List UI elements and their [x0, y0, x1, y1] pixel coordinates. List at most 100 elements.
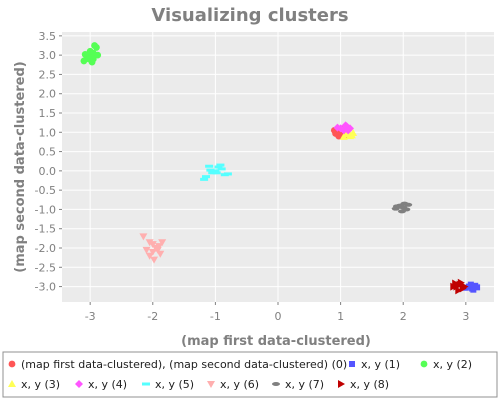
legend-item: x, y (1) [349, 358, 400, 371]
data-point [94, 51, 102, 59]
legend-label: (map first data-clustered), (map second … [21, 358, 347, 371]
legend-item: x, y (2) [420, 358, 472, 371]
data-point [156, 250, 165, 258]
axes: -3 -2 -1 0 1 2 3 3.5 3.0 2.5 2.0 1.5 1.0 0.5 0.0 -0.5 -1… [35, 30, 470, 323]
y-tick-label: 2.5 [39, 68, 57, 81]
y-tick-label: 3.5 [39, 30, 57, 43]
data-point [339, 132, 348, 140]
data-point [205, 164, 214, 168]
series-2 [80, 42, 102, 66]
series-6 [139, 233, 167, 264]
y-tick-label: 0.0 [39, 165, 57, 178]
data-point [155, 243, 164, 251]
data-point [211, 169, 220, 173]
legend-marker [142, 382, 150, 386]
data-point [450, 282, 458, 291]
legend-label: x, y (8) [350, 378, 389, 391]
data-point [470, 286, 477, 293]
legend-label: x, y (5) [155, 378, 194, 391]
legend-label: x, y (4) [88, 378, 127, 391]
x-axis-label: (map first data-clustered) [181, 334, 371, 349]
data-point [347, 131, 356, 139]
y-tick-label: 0.5 [39, 146, 57, 159]
data-point [81, 50, 89, 58]
legend-marker [338, 380, 345, 388]
data-point [150, 256, 159, 264]
x-tick-label: 2 [400, 310, 407, 323]
y-tick-label: 1.0 [39, 126, 57, 139]
data-point [158, 239, 167, 247]
legend-label: x, y (7) [285, 378, 324, 391]
data-point [474, 284, 481, 291]
legend-label: x, y (1) [361, 358, 400, 371]
data-point [467, 281, 474, 288]
legend-marker [272, 382, 280, 386]
data-point [202, 175, 210, 179]
y-tick-label: -1.0 [35, 203, 56, 216]
series-7 [391, 201, 413, 214]
x-tick-label: -3 [85, 310, 96, 323]
data-point [397, 209, 406, 214]
data-point [206, 168, 215, 172]
x-tick-label: 1 [337, 310, 344, 323]
legend-item: x, y (3) [8, 378, 60, 391]
data-point [142, 246, 151, 254]
data-point [333, 123, 342, 132]
data-point [455, 286, 463, 295]
x-tick-label: -1 [210, 310, 221, 323]
y-tick-label: -1.5 [35, 223, 56, 236]
legend-item: (map first data-clustered), (map second … [8, 358, 347, 371]
legend-marker [420, 360, 428, 368]
legend-item: x, y (8) [338, 378, 389, 391]
data-point [153, 246, 162, 254]
legend-item: x, y (5) [142, 378, 194, 391]
data-point [452, 279, 460, 288]
legend-label: x, y (6) [220, 378, 259, 391]
legend-label: x, y (3) [21, 378, 60, 391]
y-tick-label: -2.0 [35, 242, 56, 255]
data-point [85, 55, 93, 63]
series-8 [450, 278, 469, 295]
data-points [80, 42, 481, 295]
legend-item: x, y (4) [75, 378, 127, 391]
legend-marker [75, 380, 83, 388]
data-point [217, 167, 226, 171]
data-point [216, 163, 225, 167]
legend-box [2, 351, 498, 398]
grid-lines [62, 32, 494, 302]
series-4 [333, 121, 354, 135]
y-tick-label: 2.0 [39, 88, 57, 101]
y-tick-label: 1.5 [39, 107, 57, 120]
data-point [344, 126, 353, 135]
y-tick-label: -2.5 [35, 261, 56, 274]
chart-title: Visualizing clusters [151, 5, 348, 26]
data-point [214, 165, 223, 169]
legend-item: x, y (7) [272, 378, 324, 391]
y-tick-label: -3.0 [35, 281, 56, 294]
data-point [457, 278, 465, 287]
data-point [200, 177, 209, 181]
data-point [223, 172, 232, 176]
y-axis-label: (map second data-clustered) [13, 61, 28, 273]
data-point [91, 42, 98, 49]
data-point [86, 47, 94, 55]
legend-marker [8, 380, 16, 387]
x-tick-label: 0 [275, 310, 282, 323]
data-point [212, 171, 221, 175]
series-5 [200, 163, 232, 181]
legend: (map first data-clustered), (map second … [8, 358, 472, 391]
data-point [145, 239, 154, 247]
data-point [400, 201, 409, 206]
data-point [139, 233, 148, 241]
legend-marker [8, 360, 16, 368]
data-point [145, 252, 154, 260]
y-tick-label: 3.0 [39, 49, 57, 62]
legend-item: x, y (6) [207, 378, 259, 391]
x-tick-label: -2 [147, 310, 158, 323]
data-point [148, 248, 157, 256]
legend-marker [207, 381, 215, 388]
data-point [208, 171, 217, 175]
legend-label: x, y (2) [433, 358, 472, 371]
data-point [391, 206, 400, 211]
